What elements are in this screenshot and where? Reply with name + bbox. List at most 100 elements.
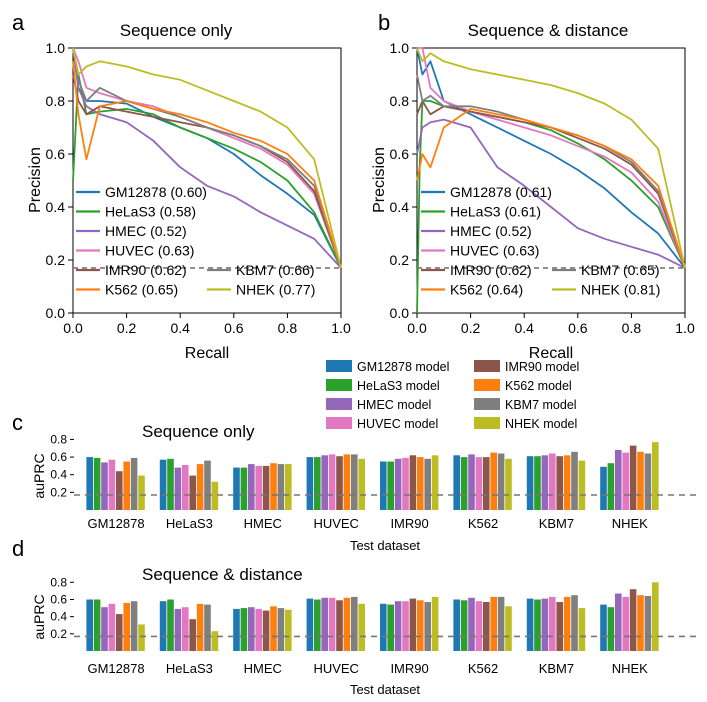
x-tick-label: 0.0 [407, 320, 427, 336]
legend: GM12878 (0.61) HeLaS3 (0.61) HMEC (0.52) HU… [421, 184, 660, 298]
bar-helas3-k562 [196, 603, 204, 651]
bar-gm12878-nhek [138, 624, 145, 651]
y-tick-label: 0.4 [50, 468, 67, 482]
bar-k562-kbm7 [497, 596, 505, 651]
bar-kbm7-k562 [563, 596, 571, 651]
bar-k562-huvec [475, 457, 483, 510]
bar-imr90-k562 [417, 457, 424, 510]
pr-curve-huvec [417, 47, 686, 269]
y-tick-label: 0.4 [46, 199, 66, 215]
y-axis-label: Precision [27, 147, 44, 213]
bar-hmec-huvec [255, 608, 262, 651]
x-axis-label: Test dataset [350, 538, 420, 553]
bar-nhek-hmec [615, 593, 622, 651]
bar-kbm7-gm12878 [526, 456, 534, 510]
legend-label: GM12878 model [357, 360, 449, 374]
x-tick-label: 0.0 [63, 320, 83, 336]
bar-hmec-gm12878 [233, 467, 240, 510]
x-tick-label: NHEK [612, 661, 648, 676]
bar-hmec-helas3 [240, 608, 248, 651]
bar-huvec-hmec [321, 455, 328, 510]
chart-title: Sequence only [120, 21, 233, 40]
bar-helas3-nhek [211, 481, 219, 510]
legend-swatch [326, 398, 352, 410]
y-tick-label: 0.2 [50, 627, 67, 641]
bar-kbm7-imr90 [556, 602, 563, 651]
bar-k562-k562 [490, 452, 497, 510]
axis-ticks: 0.0 0.2 0.4 0.6 0.8 1.0 0.0 0.2 0.4 0.6 0.8 1.0 [46, 40, 351, 336]
bar-huvec-huvec [328, 454, 336, 510]
y-tick-label: 0.4 [50, 610, 67, 624]
axis-ticks: 0.0 0.2 0.4 0.6 0.8 1.0 0.0 0.2 0.4 0.6 0.8 1.0 [390, 40, 695, 336]
pr-curve-gm12878 [416, 47, 686, 269]
legend-swatch [326, 379, 352, 391]
x-tick-label: K562 [468, 516, 498, 531]
panel-letter: c [12, 410, 23, 435]
pr-curve-kbm7 [72, 47, 342, 269]
y-tick-label: 1.0 [46, 40, 66, 56]
panel-letter: a [12, 10, 25, 35]
legend-label: HeLaS3 (0.61) [450, 204, 541, 220]
y-tick-label: 0.6 [50, 450, 67, 464]
panel-c: c Sequence only auPRC Test dataset 0.20.… [12, 410, 698, 553]
bar-helas3-helas3 [167, 599, 174, 651]
bar-imr90-imr90 [409, 598, 417, 651]
bar-gm12878-kbm7 [130, 601, 138, 651]
y-tick-label: 0.4 [390, 199, 410, 215]
bar-kbm7-nhek [578, 460, 586, 510]
bar-kbm7-kbm7 [571, 451, 578, 510]
legend-label: HUVEC model [357, 417, 438, 431]
bar-helas3-imr90 [189, 619, 196, 651]
bar-k562-imr90 [483, 457, 490, 510]
pr-curve-k562 [72, 61, 342, 269]
chart-title: Sequence & distance [468, 21, 629, 40]
panel-a: a Sequence only Precision Recall 0.0 0.2 0… [12, 10, 351, 362]
bar-legend: GM12878 model HeLaS3 model HMEC model HUVEC… [326, 360, 579, 431]
bar-k562-huvec [475, 601, 483, 651]
bar-helas3-gm12878 [159, 601, 167, 651]
bars [86, 442, 659, 510]
pr-curve-k562 [416, 108, 686, 269]
x-tick-label: 0.4 [170, 320, 190, 336]
bar-huvec-imr90 [336, 600, 343, 651]
bar-helas3-gm12878 [159, 459, 167, 510]
bar-hmec-huvec [255, 465, 262, 510]
panel-b: b Sequence & distance Precision Recall 0… [371, 10, 695, 362]
bar-helas3-huvec [182, 465, 189, 510]
y-tick-label: 0.2 [390, 252, 410, 268]
y-tick-label: 0.8 [46, 93, 66, 109]
bar-nhek-k562 [637, 595, 644, 651]
bar-huvec-helas3 [314, 457, 321, 510]
bar-hmec-k562 [270, 606, 277, 651]
legend-label: NHEK (0.81) [581, 282, 660, 298]
x-axis-label: Recall [529, 345, 573, 362]
bar-helas3-kbm7 [204, 604, 211, 651]
bar-kbm7-helas3 [534, 456, 541, 510]
pr-curve-nhek [72, 47, 342, 269]
legend-label: GM12878 (0.61) [450, 184, 552, 200]
bar-imr90-hmec [394, 458, 402, 510]
bar-hmec-kbm7 [277, 464, 285, 510]
bar-nhek-huvec [622, 596, 629, 651]
legend-swatch [474, 417, 500, 429]
bar-nhek-k562 [637, 451, 644, 510]
y-tick-label: 0.6 [50, 592, 67, 606]
bar-nhek-hmec [615, 450, 622, 510]
bar-hmec-nhek [285, 609, 292, 651]
bar-hmec-imr90 [262, 610, 270, 651]
bar-gm12878-hmec [101, 607, 108, 651]
bar-imr90-nhek [431, 455, 439, 510]
bar-huvec-nhek [358, 603, 365, 651]
bar-huvec-k562 [343, 597, 351, 651]
legend-label: KBM7 (0.65) [581, 262, 660, 278]
bar-nhek-gm12878 [600, 604, 607, 651]
legend-label: HMEC (0.52) [105, 223, 187, 239]
legend-label: K562 (0.64) [450, 282, 523, 298]
pr-curves [416, 47, 686, 314]
bar-gm12878-gm12878 [86, 457, 93, 510]
bar-nhek-imr90 [629, 445, 637, 510]
panel-letter: b [378, 10, 390, 35]
legend-label: GM12878 (0.60) [105, 184, 207, 200]
bar-kbm7-imr90 [556, 456, 563, 510]
